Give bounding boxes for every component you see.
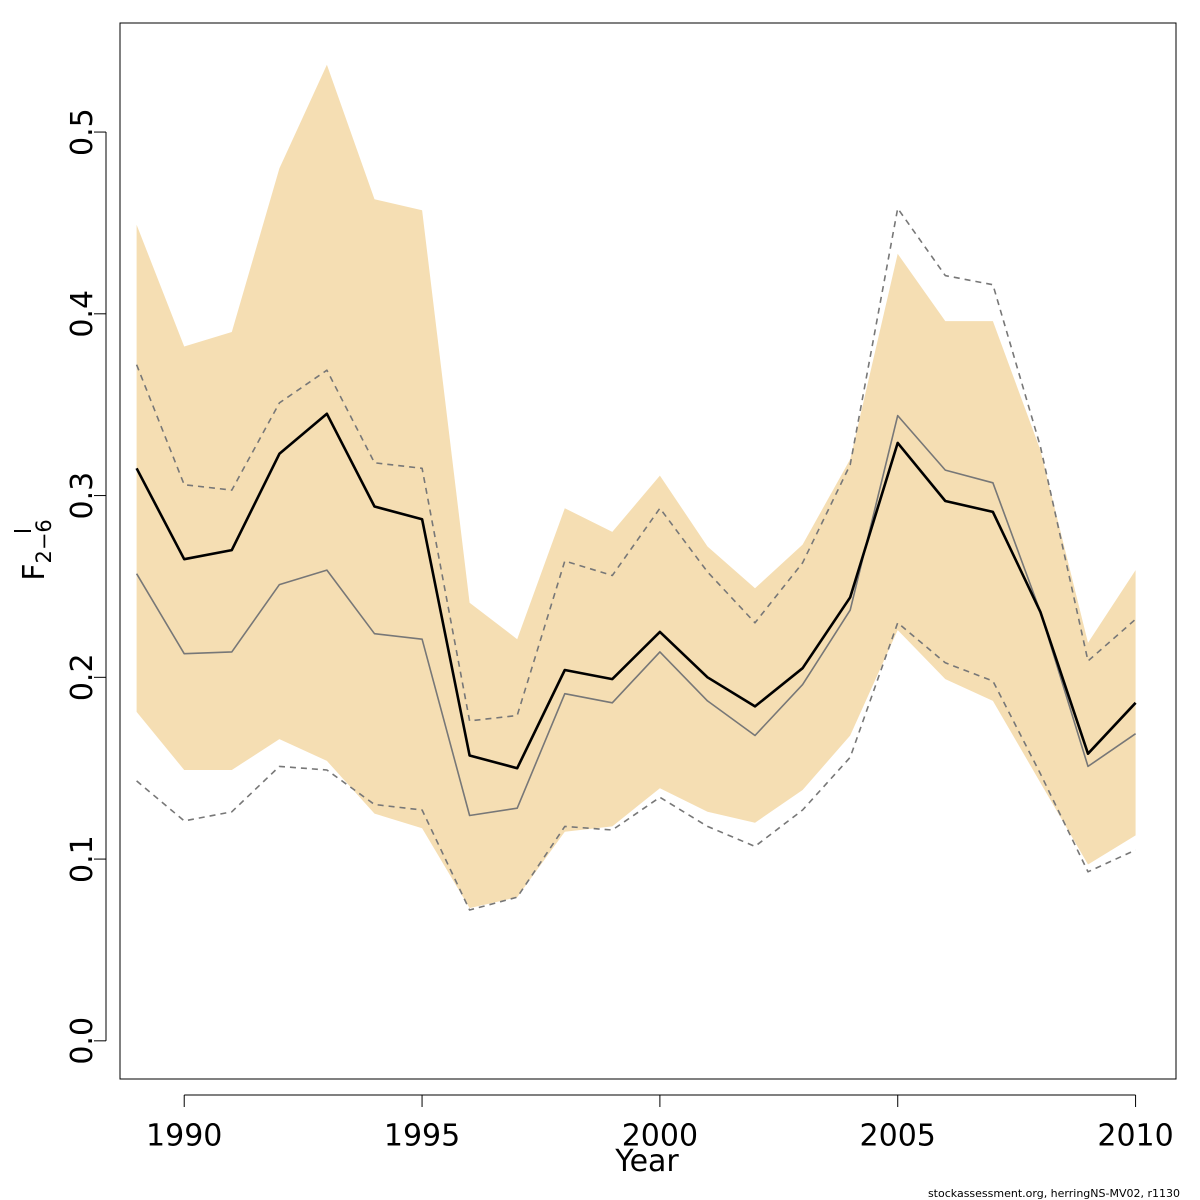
y-axis-title-subscript: 2−6 xyxy=(32,519,56,563)
series-line-dashed-gray-lower xyxy=(136,621,1136,911)
y-axis-title: F2−6 xyxy=(14,519,56,581)
x-tick-label: 2000 xyxy=(622,1119,698,1154)
series-line-solid-gray xyxy=(135,414,1137,817)
confidence-band xyxy=(136,64,1136,909)
y-tick-label: 0.0 xyxy=(65,1017,100,1065)
y-axis: 0.0 0.1 0.2 0.3 0.4 0.5 xyxy=(65,108,107,1065)
plot-area xyxy=(135,64,1137,911)
svg-text:F2−6: F2−6 xyxy=(17,519,56,581)
y-tick-label: 0.2 xyxy=(65,653,100,701)
y-tick-label: 0.5 xyxy=(65,108,100,156)
x-axis-title: Year xyxy=(614,1144,679,1179)
x-tick-label: 2005 xyxy=(860,1119,936,1154)
y-tick-label: 0.4 xyxy=(65,290,100,338)
y-tick-label: 0.3 xyxy=(65,472,100,520)
footer-source: stockassessment.org, herringNS-MV02, r11… xyxy=(928,1187,1180,1200)
series-line-solid-black xyxy=(135,412,1137,770)
x-tick-label: 2010 xyxy=(1097,1119,1173,1154)
plot-frame xyxy=(119,22,1177,1080)
x-tick-label: 1990 xyxy=(146,1119,222,1154)
y-axis-title-main: F xyxy=(17,564,52,581)
y-tick-label: 0.1 xyxy=(65,835,100,883)
x-tick-label: 1995 xyxy=(384,1119,460,1154)
x-axis: 1990 1995 2000 2005 2010 xyxy=(146,1094,1174,1154)
series-line-dashed-gray-upper xyxy=(135,207,1137,722)
